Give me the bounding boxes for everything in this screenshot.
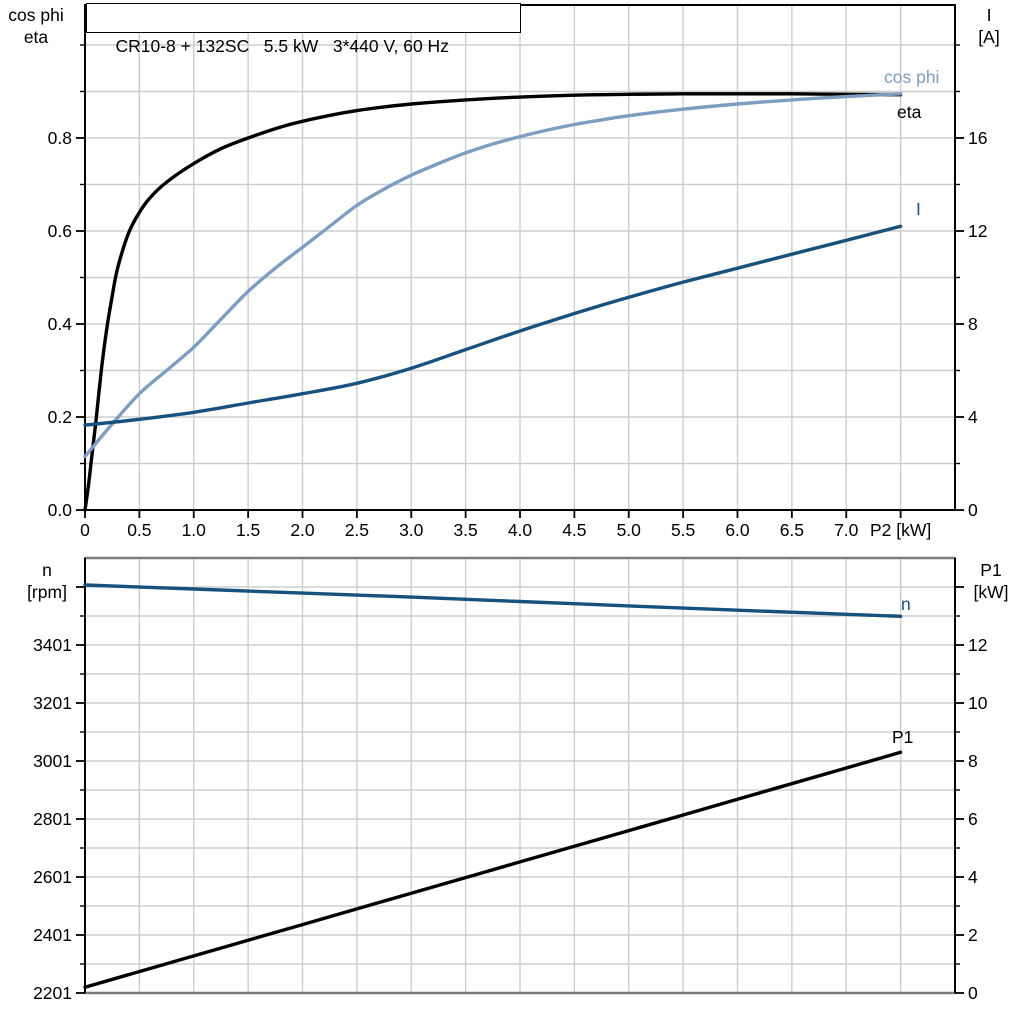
bottom-left-axis-title: n [rpm] — [14, 559, 80, 603]
axis-tick-labels: 2201 2401 2601 2801 3001 3201 3401 0 2 4 6 8 10 12 — [33, 635, 988, 1003]
x-axis-tick-label: 1.0 — [182, 520, 207, 540]
x-axis-tick-label: 6.5 — [780, 520, 804, 540]
x-axis-tick-label: P2 [kW] — [870, 520, 931, 540]
right-axis-tick-label: 4 — [968, 867, 978, 887]
chart-title: CR10-8 + 132SC 5.5 kW 3*440 V, 60 Hz — [115, 36, 449, 56]
x-axis-tick-label: 2.5 — [345, 520, 369, 540]
axis-tick-labels: 0.0 0.2 0.4 0.6 0.8 0 4 8 12 16 0 0.5 1.0 1.5 2.0 2.5 3.… — [48, 128, 988, 540]
x-axis-tick-label: 4.5 — [562, 520, 586, 540]
curve-P1 — [83, 750, 903, 989]
right-axis-tick-label: 0 — [968, 500, 978, 520]
curve-label-current: I — [916, 199, 921, 219]
curve-label-p1: P1 — [892, 727, 914, 747]
right-axis-tick-label: 12 — [968, 635, 987, 655]
axis-title-speed: n — [42, 560, 52, 580]
x-axis-tick-label: 3.5 — [453, 520, 477, 540]
top-right-axis-title: I [A] — [958, 4, 1020, 48]
axis-ticks — [76, 44, 964, 518]
plot-frame — [84, 556, 956, 995]
axis-title-speed-unit: [rpm] — [27, 582, 67, 602]
right-axis-tick-label: 8 — [968, 314, 978, 334]
left-axis-tick-label: 0.0 — [48, 500, 73, 520]
right-axis-tick-label: 10 — [968, 693, 988, 713]
top-chart: 0.0 0.2 0.4 0.6 0.8 0 4 8 12 16 0 0.5 1.0 1.5 2.0 2.5 3.… — [48, 4, 988, 540]
bottom-chart: 2201 2401 2601 2801 3001 3201 3401 0 2 4 6 8 10 12 — [33, 556, 988, 1003]
right-axis-tick-label: 4 — [968, 407, 978, 427]
axis-title-cos-phi: cos phi — [8, 5, 64, 25]
x-axis-tick-label: 0.5 — [127, 520, 151, 540]
curve-n — [83, 583, 903, 618]
axis-title-current: I — [986, 5, 992, 25]
curve-eta — [83, 92, 903, 512]
curve-cos-phi — [83, 92, 903, 459]
x-axis-tick-label: 5.5 — [671, 520, 695, 540]
left-axis-tick-label: 0.6 — [48, 221, 72, 241]
x-axis-tick-label: 0 — [80, 520, 90, 540]
left-axis-tick-label: 2401 — [33, 925, 72, 945]
gridlines — [85, 5, 955, 510]
right-axis-tick-label: 12 — [968, 221, 987, 241]
x-axis-tick-label: 7.0 — [834, 520, 859, 540]
curve-label-eta: eta — [897, 102, 922, 122]
x-axis-tick-label: 2.0 — [290, 520, 315, 540]
chart-title-box: CR10-8 + 132SC 5.5 kW 3*440 V, 60 Hz — [86, 3, 521, 56]
x-axis-tick-label: 4.0 — [508, 520, 533, 540]
gridlines — [85, 558, 955, 993]
curve-label-speed: n — [901, 594, 911, 614]
axis-title-current-unit: [A] — [978, 27, 1000, 47]
axis-title-p1: P1 — [980, 560, 1002, 580]
right-axis-tick-label: 2 — [968, 925, 978, 945]
left-axis-tick-label: 0.2 — [48, 407, 72, 427]
bottom-right-axis-title: P1 [kW] — [960, 559, 1022, 603]
left-axis-tick-label: 3401 — [33, 635, 72, 655]
axis-title-eta: eta — [23, 27, 49, 47]
x-axis-tick-label: 6.0 — [725, 520, 750, 540]
right-axis-tick-label: 8 — [968, 751, 978, 771]
right-axis-tick-label: 6 — [968, 809, 978, 829]
x-axis-tick-label: 5.0 — [617, 520, 642, 540]
left-axis-tick-label: 0.4 — [48, 314, 73, 334]
axis-title-p1-unit: [kW] — [973, 582, 1009, 602]
curve-label-cos-phi: cos phi — [884, 67, 940, 87]
left-axis-tick-label: 0.8 — [48, 128, 72, 148]
x-axis-tick-label: 3.0 — [399, 520, 424, 540]
axis-ticks — [76, 586, 964, 994]
top-left-axis-title: cos phi eta — [0, 4, 72, 48]
left-axis-tick-label: 2801 — [33, 809, 72, 829]
left-axis-tick-label: 2601 — [33, 867, 72, 887]
x-axis-tick-label: 1.5 — [236, 520, 260, 540]
curve-I — [83, 224, 903, 427]
left-axis-tick-label: 2201 — [33, 983, 72, 1003]
left-axis-tick-label: 3001 — [33, 751, 72, 771]
right-axis-tick-label: 0 — [968, 983, 978, 1003]
right-axis-tick-label: 16 — [968, 128, 987, 148]
left-axis-tick-label: 3201 — [33, 693, 72, 713]
